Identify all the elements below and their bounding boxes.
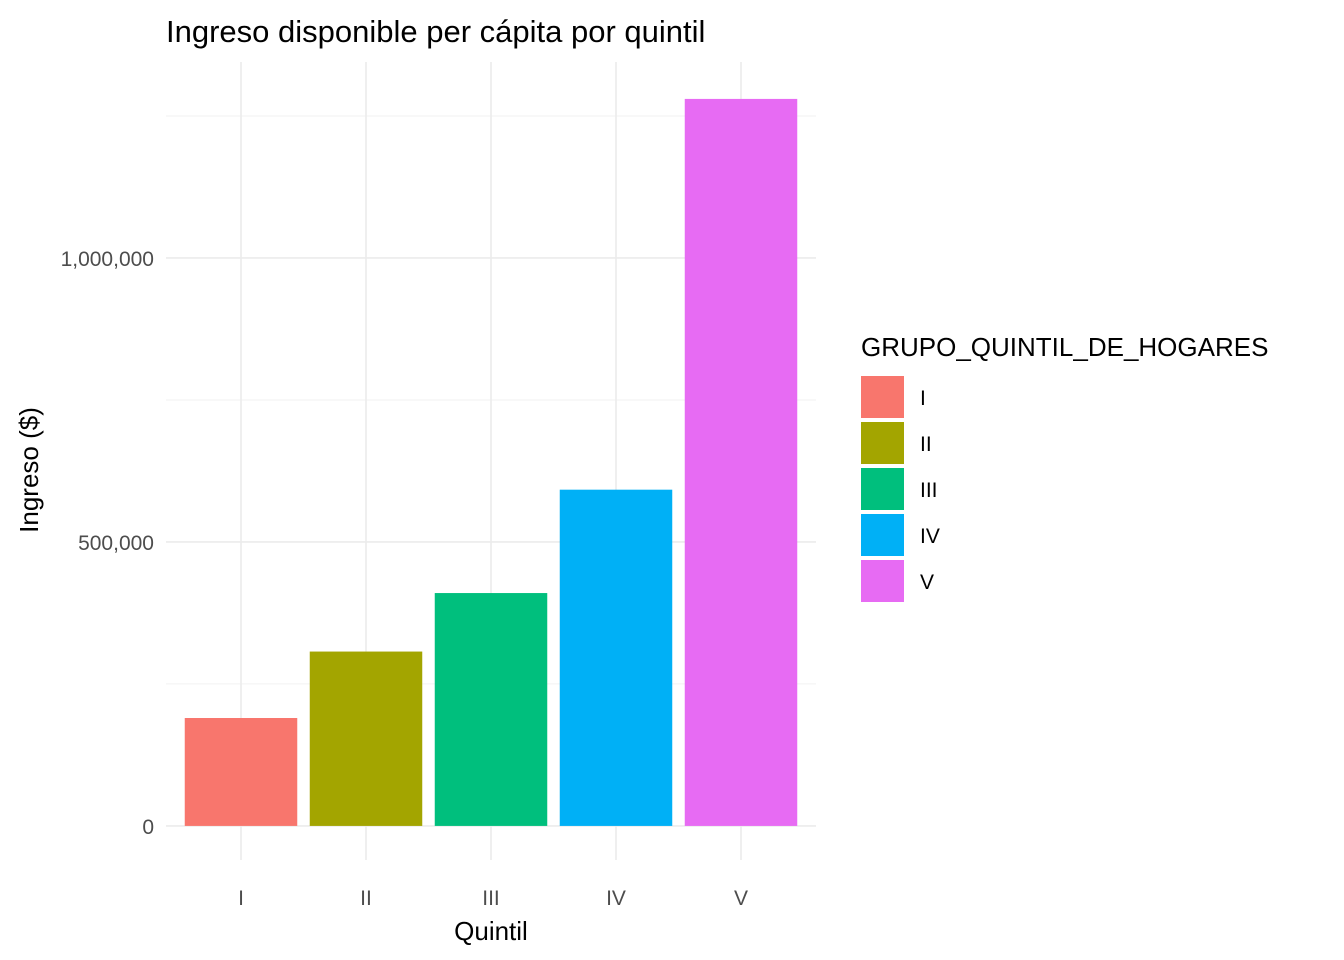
- bar-IV: [559, 489, 673, 826]
- y-tick-label: 1,000,000: [61, 248, 154, 271]
- legend-swatch: [861, 514, 904, 556]
- legend-item: III: [861, 468, 938, 510]
- legend-label: V: [920, 571, 934, 594]
- x-tick-label: V: [734, 887, 748, 910]
- x-tick-labels: I II III IV V: [238, 887, 748, 910]
- x-axis-title: Quintil: [454, 916, 528, 946]
- x-tick-label: II: [360, 887, 372, 910]
- y-axis-title: Ingreso ($): [14, 407, 44, 533]
- legend-swatch: [861, 560, 904, 602]
- bar-I: [184, 718, 298, 826]
- legend-label: III: [920, 479, 938, 502]
- legend-title: GRUPO_QUINTIL_DE_HOGARES: [861, 332, 1268, 362]
- legend-item: I: [861, 376, 926, 418]
- y-tick-label: 500,000: [78, 532, 154, 555]
- legend-label: I: [920, 387, 926, 410]
- bar-layer: [184, 98, 798, 826]
- legend-label: IV: [920, 525, 940, 548]
- bar-II: [309, 651, 423, 826]
- y-tick-label: 0: [142, 816, 154, 839]
- legend-item: V: [861, 560, 934, 602]
- bar-V: [684, 98, 798, 826]
- legend-item: IV: [861, 514, 940, 556]
- legend-swatch: [861, 376, 904, 418]
- legend-swatch: [861, 468, 904, 510]
- bar-III: [434, 593, 548, 826]
- x-tick-label: III: [482, 887, 500, 910]
- legend-swatch: [861, 422, 904, 464]
- x-tick-label: I: [238, 887, 244, 910]
- y-tick-labels: 0 500,000 1,000,000: [61, 248, 154, 839]
- legend-item: II: [861, 422, 932, 464]
- chart-title: Ingreso disponible per cápita por quinti…: [166, 14, 705, 49]
- x-tick-label: IV: [606, 887, 626, 910]
- legend-label: II: [920, 433, 932, 456]
